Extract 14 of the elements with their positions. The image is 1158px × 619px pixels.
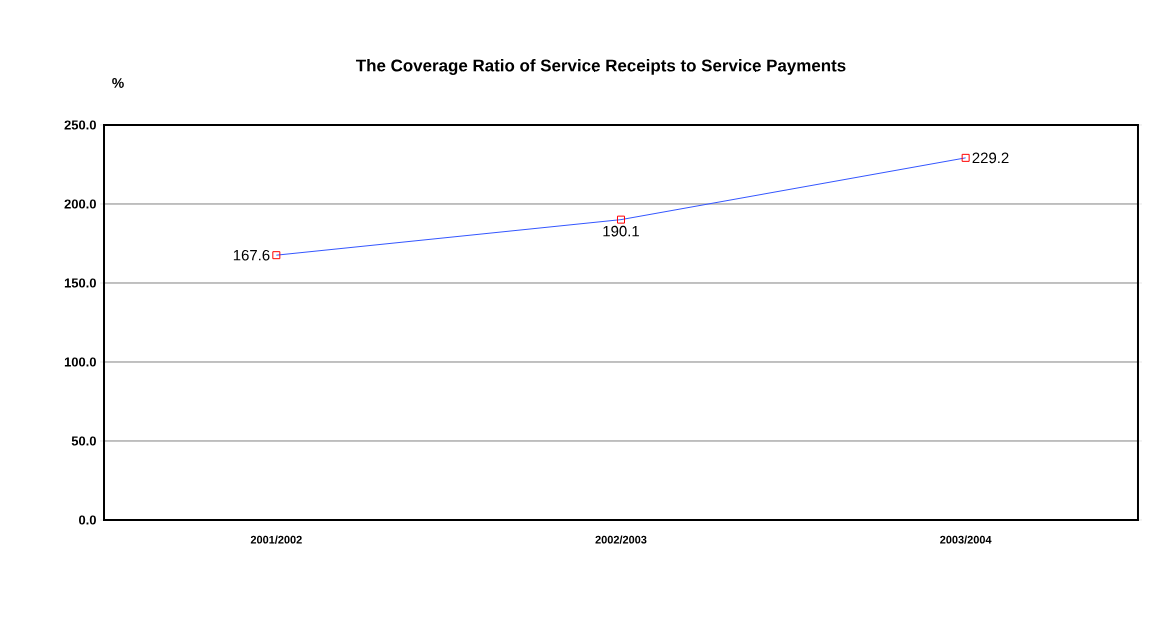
y-tick-label: 0.0 xyxy=(79,515,96,525)
x-tick-label: 2002/2003 xyxy=(595,535,647,544)
y-tick-label: 150.0 xyxy=(64,278,96,288)
y-tick-label: 250.0 xyxy=(64,120,96,130)
data-label: 190.1 xyxy=(603,225,639,237)
y-tick-label: 100.0 xyxy=(64,357,96,367)
chart-title: The Coverage Ratio of Service Receipts to Service Payments xyxy=(355,59,846,75)
y-tick-label: 50.0 xyxy=(71,436,96,446)
data-label: 229.2 xyxy=(972,152,1009,164)
x-tick-label: 2001/2002 xyxy=(250,535,302,544)
y-axis-title: % xyxy=(112,78,124,88)
y-tick-label: 200.0 xyxy=(64,199,96,209)
data-label: 167.6 xyxy=(233,249,270,261)
x-tick-label: 2003/2004 xyxy=(940,535,992,544)
